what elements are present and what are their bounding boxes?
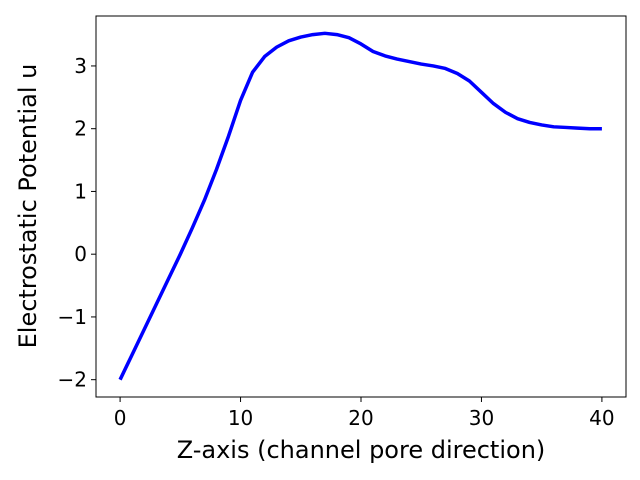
y-tick-label: −2: [58, 368, 87, 392]
x-tick-label: 30: [469, 406, 494, 430]
x-tick-label: 40: [589, 406, 614, 430]
y-tick-label: 2: [74, 117, 87, 141]
y-tick-label: 0: [74, 242, 87, 266]
x-axis-label: Z-axis (channel pore direction): [177, 436, 546, 464]
y-tick-label: 1: [74, 179, 87, 203]
x-tick-label: 0: [114, 406, 127, 430]
plot-frame: [95, 15, 627, 398]
y-tick-label: 3: [74, 54, 87, 78]
y-tick-label: −1: [58, 305, 87, 329]
x-tick-label: 10: [228, 406, 253, 430]
y-axis-label: Electrostatic Potential u: [14, 64, 42, 349]
x-tick-label: 20: [348, 406, 373, 430]
line-series: [118, 31, 602, 381]
